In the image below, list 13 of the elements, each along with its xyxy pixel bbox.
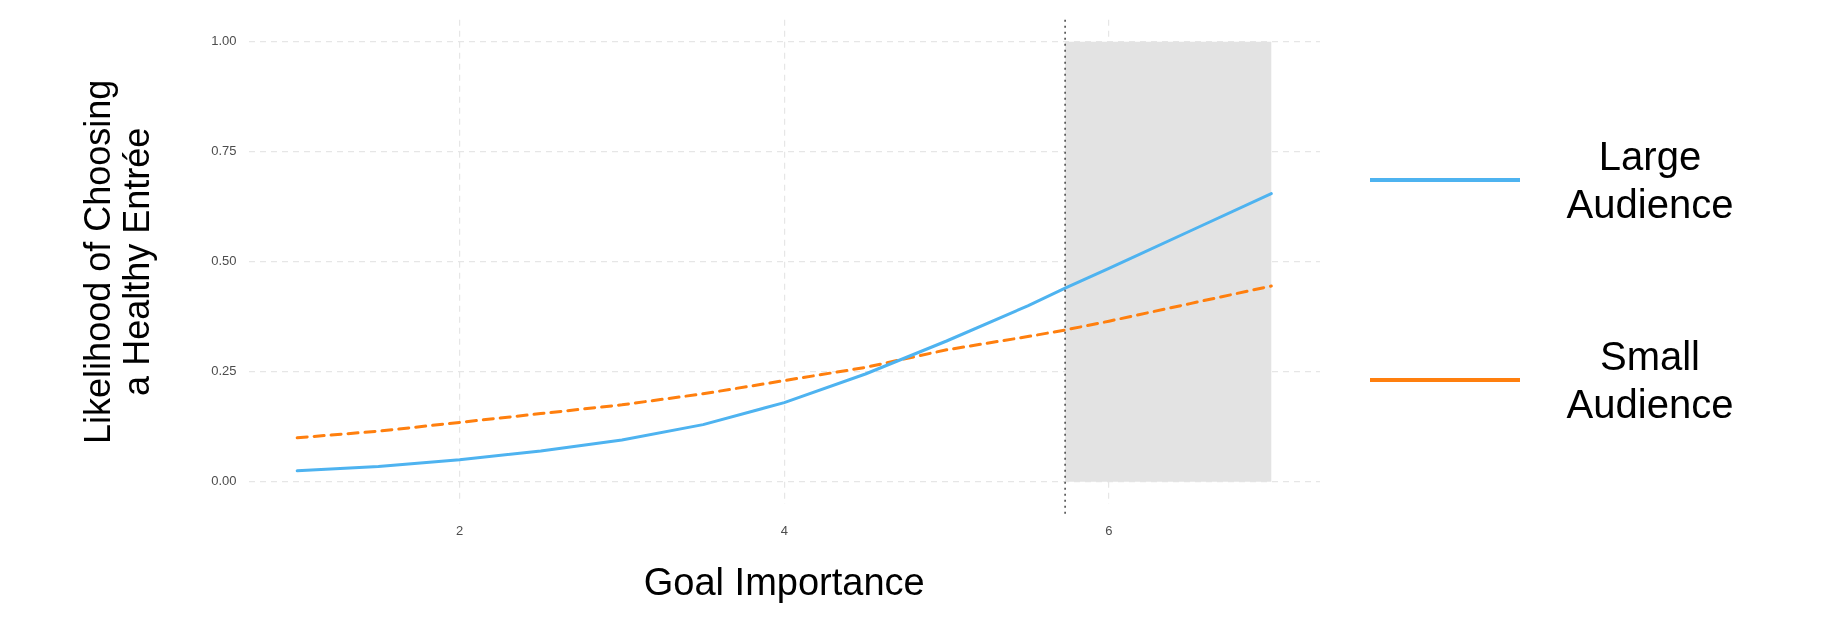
x-axis-title: Goal Importance [643,560,925,603]
legend-label: Large Audience [1565,133,1735,228]
y-axis-title: Likelihood of Choosing a Healthy Entrée [76,79,158,444]
y-tick-label: 0.25 [211,363,237,379]
y-tick-label: 0.50 [211,253,237,269]
y-tick-label: 1.00 [211,33,237,49]
x-tick-label: 2 [455,523,464,539]
x-tick-label: 4 [780,523,788,539]
line-series [295,284,1273,440]
y-tick-label: 0.75 [211,143,237,159]
x-tick-label: 6 [1105,523,1113,539]
y-tick-label: 0.00 [211,473,237,489]
legend-label: Small Audience [1565,333,1735,428]
